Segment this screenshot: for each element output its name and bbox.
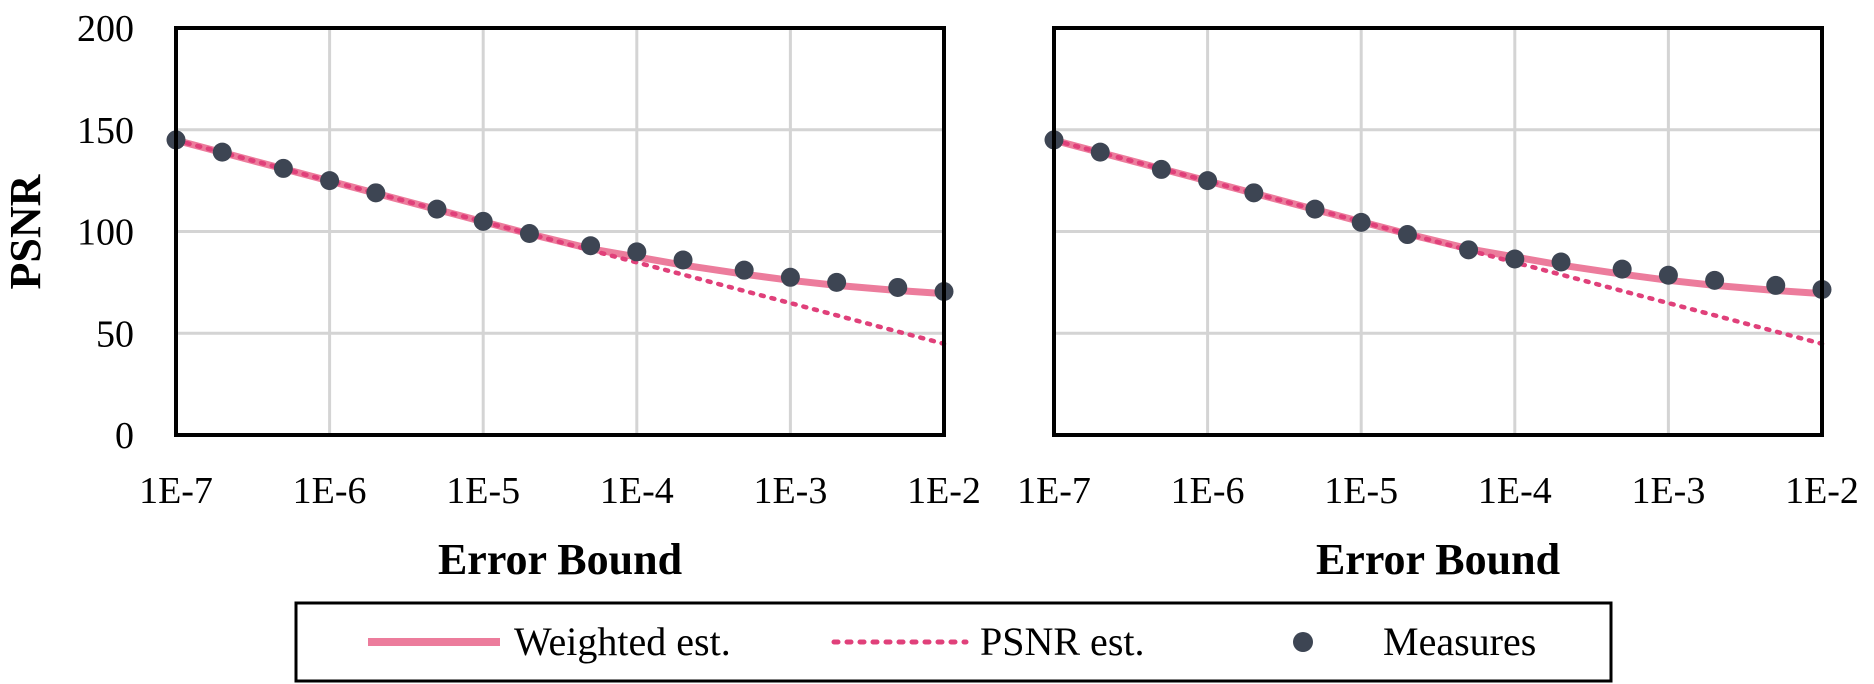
measure-point <box>1551 252 1571 272</box>
x-tick-label: 1E-6 <box>293 470 367 512</box>
measure-point <box>581 236 601 256</box>
measure-point <box>1151 159 1171 179</box>
x-tick-label: 1E-5 <box>446 470 520 512</box>
legend-psnr-label: PSNR est. <box>980 619 1145 664</box>
measure-point <box>827 272 847 292</box>
measure-point <box>1305 199 1325 219</box>
x-tick-label: 1E-7 <box>1017 470 1091 512</box>
measure-point <box>734 260 754 280</box>
y-tick-label: 100 <box>77 212 134 254</box>
measure-point <box>1351 212 1371 232</box>
measure-point <box>273 158 293 178</box>
x-tick-label: 1E-3 <box>1631 470 1705 512</box>
measure-point <box>473 211 493 231</box>
measure-point <box>519 224 539 244</box>
y-tick-label: 0 <box>115 415 134 457</box>
measure-point <box>1198 171 1218 191</box>
x-tick-label: 1E-2 <box>907 470 981 512</box>
psnr-est-line <box>1051 138 1825 347</box>
x-axis-title: Error Bound <box>1316 535 1560 584</box>
x-tick-label: 1E-4 <box>1478 470 1552 512</box>
y-tick-label: 50 <box>96 313 134 355</box>
measure-point <box>1244 183 1264 203</box>
measure-point <box>320 171 340 191</box>
legend-measures-swatch <box>1293 632 1313 652</box>
measure-point <box>888 277 908 297</box>
measure-point <box>627 242 647 262</box>
x-tick-label: 1E-7 <box>139 470 213 512</box>
measure-point <box>1090 142 1110 162</box>
measure-point <box>1459 240 1479 260</box>
x-tick-label: 1E-4 <box>600 470 674 512</box>
measure-point <box>1397 225 1417 245</box>
x-tick-label: 1E-2 <box>1785 470 1859 512</box>
x-tick-label: 1E-5 <box>1324 470 1398 512</box>
legend-measures-label: Measures <box>1383 619 1536 664</box>
measure-point <box>780 267 800 287</box>
x-axis-title: Error Bound <box>438 535 682 584</box>
legend-weighted-label: Weighted est. <box>514 619 731 664</box>
y-tick-label: 150 <box>77 110 134 152</box>
plot-area-border <box>1052 26 1824 437</box>
measure-point <box>427 199 447 219</box>
measure-point <box>673 250 693 270</box>
measure-point <box>1705 270 1725 290</box>
x-tick-label: 1E-6 <box>1171 470 1245 512</box>
y-tick-label: 200 <box>77 8 134 50</box>
left-chart-panel: 1E-7 1E-6 1E-5 1E-4 1E-3 1E-2 0 50 100 150 200 Erro… <box>1 8 981 584</box>
legend-box <box>294 601 1613 683</box>
plot-area-border <box>174 26 946 437</box>
y-axis-title: PSNR <box>1 173 50 289</box>
measure-point <box>1658 265 1678 285</box>
measure-point <box>212 142 232 162</box>
measure-point <box>1612 259 1632 279</box>
legend: Weighted est. PSNR est. Measures <box>294 601 1613 683</box>
x-tick-label: 1E-3 <box>753 470 827 512</box>
weighted-est-line <box>1053 136 1823 298</box>
right-chart-panel: 1E-7 1E-6 1E-5 1E-4 1E-3 1E-2 Error Bound <box>1017 26 1859 584</box>
psnr-est-line <box>173 138 947 347</box>
measure-point <box>1505 249 1525 269</box>
measure-point <box>1766 275 1786 295</box>
measure-point <box>366 183 386 203</box>
